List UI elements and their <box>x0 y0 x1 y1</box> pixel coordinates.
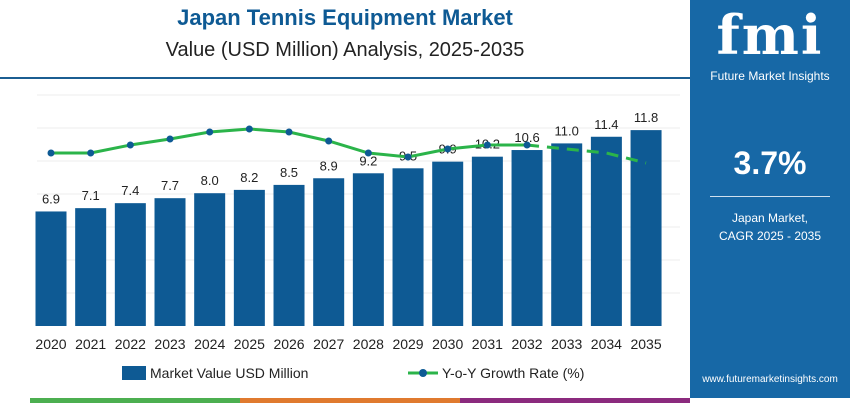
x-tick-2025: 2025 <box>234 336 265 352</box>
growth-point-2029 <box>404 153 412 161</box>
data-label-2028: 9.2 <box>359 153 377 168</box>
chart-area: 6.9 2020 7.1 2021 7.4 2022 7.7 2023 8.0 2024 8.2 20… <box>35 94 680 352</box>
growth-point-2022 <box>126 141 134 149</box>
x-tick-2029: 2029 <box>392 336 423 352</box>
bar-2026 <box>273 184 305 326</box>
legend-line-label: Y-o-Y Growth Rate (%) <box>442 365 585 381</box>
x-tick-2024: 2024 <box>194 336 225 352</box>
bar-2033 <box>551 143 583 326</box>
data-label-2025: 8.2 <box>240 170 258 185</box>
growth-point-2023 <box>166 135 174 143</box>
website-url: www.futuremarketinsights.com <box>702 374 838 385</box>
bar-2027 <box>313 178 345 326</box>
x-tick-2030: 2030 <box>432 336 463 352</box>
growth-point-2028 <box>364 149 372 157</box>
growth-point-2020 <box>47 149 55 157</box>
growth-point-2021 <box>87 149 95 157</box>
x-tick-2020: 2020 <box>35 336 66 352</box>
bar-2031 <box>471 156 503 326</box>
bar-2029 <box>392 168 424 326</box>
header-divider <box>0 77 690 79</box>
legend-bar: Market Value USD Million <box>122 365 308 381</box>
summary-panel: fmi Future Market Insights 3.7% Japan Ma… <box>690 0 850 398</box>
legend-bar-label: Market Value USD Million <box>150 365 309 381</box>
cagr-caption-1: Japan Market, <box>731 211 809 225</box>
cagr-caption-2: CAGR 2025 - 2035 <box>718 229 822 243</box>
stripe-green <box>30 398 240 403</box>
bar-2028 <box>352 173 384 326</box>
x-tick-2023: 2023 <box>154 336 185 352</box>
bar-2034 <box>590 136 622 326</box>
growth-point-2031 <box>483 141 491 149</box>
data-label-2021: 7.1 <box>82 188 100 203</box>
growth-point-2024 <box>206 128 214 136</box>
stripe-orange <box>240 398 460 403</box>
bar-2025 <box>233 189 265 326</box>
growth-point-2026 <box>285 128 293 136</box>
bar-2030 <box>432 161 464 326</box>
cagr-value: 3.7% <box>733 145 807 181</box>
chart-subtitle: Value (USD Million) Analysis, 2025-2035 <box>165 39 525 61</box>
x-tick-2021: 2021 <box>75 336 106 352</box>
legend-bar-swatch <box>122 366 146 380</box>
bar-2022 <box>114 203 146 326</box>
legend-line: Y-o-Y Growth Rate (%) <box>408 365 584 381</box>
data-label-2032: 10.6 <box>514 130 539 145</box>
legend-line-swatch <box>408 369 438 377</box>
data-label-2020: 6.9 <box>42 191 60 206</box>
x-tick-2035: 2035 <box>630 336 661 352</box>
growth-point-2030 <box>444 145 452 153</box>
data-label-2026: 8.5 <box>280 165 298 180</box>
brand-name: Future Market Insights <box>710 69 830 83</box>
bar-2023 <box>154 198 186 326</box>
x-tick-2028: 2028 <box>353 336 384 352</box>
x-tick-2033: 2033 <box>551 336 582 352</box>
growth-point-2027 <box>325 137 333 145</box>
data-label-2033: 11.0 <box>555 123 579 138</box>
bar-2032 <box>511 150 543 326</box>
fmi-logo: fmi <box>716 3 824 67</box>
x-tick-2034: 2034 <box>591 336 622 352</box>
x-tick-2022: 2022 <box>115 336 146 352</box>
panel-divider <box>710 196 830 197</box>
bar-2020 <box>35 211 67 326</box>
data-label-2024: 8.0 <box>201 173 219 188</box>
x-tick-2026: 2026 <box>273 336 304 352</box>
bar-2021 <box>75 208 107 326</box>
x-tick-2031: 2031 <box>472 336 503 352</box>
chart-title: Japan Tennis Equipment Market <box>177 5 513 30</box>
growth-line-forecast <box>526 143 647 165</box>
data-label-2034: 11.4 <box>594 117 618 132</box>
bar-2024 <box>194 193 226 326</box>
data-label-2023: 7.7 <box>161 178 179 193</box>
stripe-purple <box>460 398 690 403</box>
x-tick-2032: 2032 <box>511 336 542 352</box>
data-label-2022: 7.4 <box>121 183 139 198</box>
growth-point-2025 <box>245 125 253 133</box>
data-label-2035: 11.8 <box>634 110 658 125</box>
x-tick-2027: 2027 <box>313 336 344 352</box>
growth-point-2032 <box>523 141 531 149</box>
data-label-2027: 8.9 <box>320 158 338 173</box>
